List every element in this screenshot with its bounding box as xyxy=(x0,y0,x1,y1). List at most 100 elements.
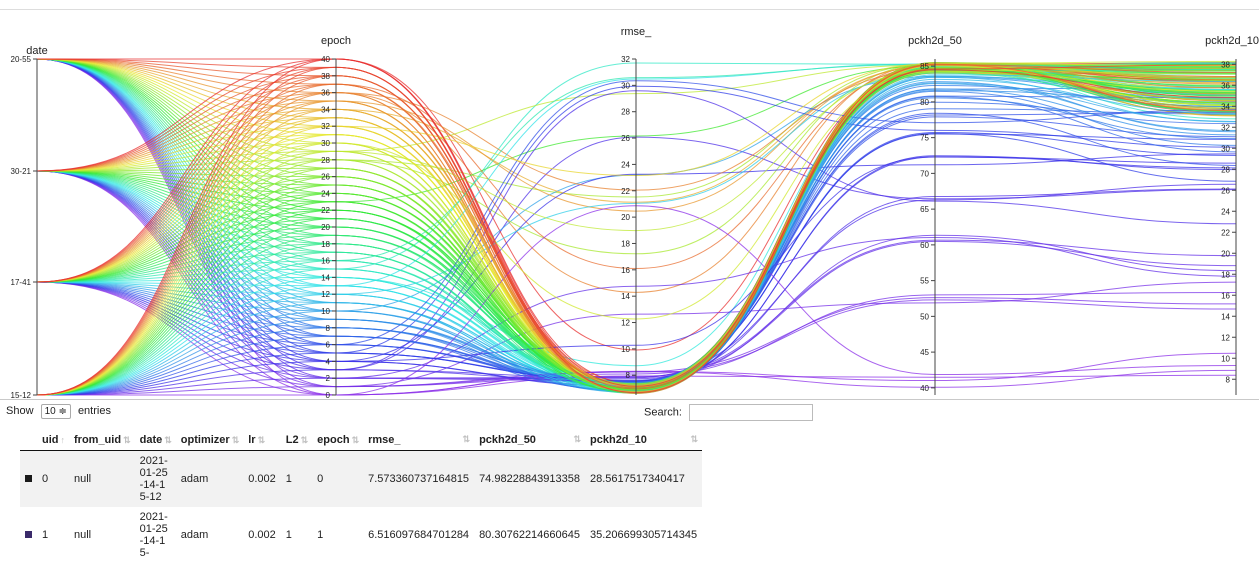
tick-label: 36 xyxy=(321,89,330,98)
tick-label: 2 xyxy=(326,374,331,383)
tick-label: 30-21 xyxy=(11,167,32,176)
top-border xyxy=(0,9,1259,10)
series-line xyxy=(36,156,1237,396)
tick-label: 14 xyxy=(1221,312,1230,321)
cell-from-uid: null xyxy=(69,450,135,507)
tick-label: 12 xyxy=(321,290,330,299)
search-label: Search: xyxy=(644,406,682,419)
tick-label: 24 xyxy=(321,189,330,198)
tick-label: 20 xyxy=(621,213,630,222)
tick-label: 85 xyxy=(920,62,929,71)
tick-label: 70 xyxy=(920,169,929,178)
tick-label: 60 xyxy=(920,241,929,250)
tick-label: 28 xyxy=(321,156,330,165)
cell-rmse: 6.516097684701284 xyxy=(363,507,475,563)
tick-label: 24 xyxy=(1221,207,1230,216)
col-l2-label: L2 xyxy=(285,434,299,446)
col-select xyxy=(20,430,37,451)
tick-label: 34 xyxy=(1221,102,1230,111)
search-input[interactable] xyxy=(688,404,813,421)
tick-label: 65 xyxy=(920,205,929,214)
series-line xyxy=(36,63,1237,396)
tick-label: 30 xyxy=(321,139,330,148)
series-line xyxy=(36,133,1237,396)
table-header-row: uid ↑ from_uid ⇅ date ⇅ optimizer ⇅ lr ⇅ L2 ⇅ … xyxy=(20,430,703,451)
axis-rmse[interactable]: rmse_ 8 10 12 14 16 18 20 22 24 26 28 30 32 xyxy=(621,26,652,395)
cell-lr: 0.002 xyxy=(243,507,281,563)
series-line xyxy=(36,74,1237,396)
tick-label: 30 xyxy=(621,81,630,90)
axis-title: pckh2d_10 xyxy=(1205,35,1259,47)
col-l2[interactable]: L2 ⇅ xyxy=(280,430,313,451)
col-from-uid-label: from_uid xyxy=(74,434,122,446)
series-color-swatch xyxy=(25,475,32,482)
tick-label: 10 xyxy=(621,345,630,354)
sort-icon: ⇅ xyxy=(231,435,240,445)
tick-label: 12 xyxy=(621,319,630,328)
table-row[interactable]: 1 null 2021-01-25-14-15- adam 0.002 1 1 … xyxy=(20,507,703,563)
sort-icon: ⇅ xyxy=(573,434,582,444)
sort-icon: ⇅ xyxy=(123,435,131,445)
axis-title: rmse_ xyxy=(621,26,652,38)
table-row[interactable]: 0 null 2021-01-25-14-15-12 adam 0.002 1 … xyxy=(20,450,703,507)
tick-label: 40 xyxy=(321,55,330,64)
col-uid[interactable]: uid ↑ xyxy=(37,430,69,451)
tick-label: 4 xyxy=(326,357,331,366)
tick-label: 24 xyxy=(621,160,630,169)
col-pckh2d-10-label: pckh2d_10 xyxy=(590,434,647,446)
tick-label: 15-12 xyxy=(11,391,32,400)
tick-label: 30 xyxy=(1221,144,1230,153)
cell-uid: 0 xyxy=(37,450,69,507)
col-epoch[interactable]: epoch ⇅ xyxy=(312,430,364,451)
cell-l2: 1 xyxy=(280,450,313,507)
tick-label: 16 xyxy=(1221,291,1230,300)
axis-pckh2d10[interactable]: pckh2d_10 8 10 12 14 16 18 20 22 24 26 28 30 32 34 36 38 xyxy=(1205,35,1259,395)
parallel-coordinates-plot[interactable]: date20-5530-2117-4115-12epoch02468101214… xyxy=(0,0,1259,400)
tick-label: 18 xyxy=(621,239,630,248)
cell-pckh2d-50: 74.98228843913358 xyxy=(474,450,586,507)
col-uid-label: uid xyxy=(42,434,59,446)
tick-label: 55 xyxy=(920,277,929,286)
tick-label: 10 xyxy=(1221,354,1230,363)
col-pckh2d-10[interactable]: pckh2d_10 ⇅ xyxy=(585,430,703,451)
tick-label: 38 xyxy=(321,72,330,81)
cell-lr: 0.002 xyxy=(243,450,281,507)
tick-label: 26 xyxy=(621,134,630,143)
series-line xyxy=(36,81,1237,396)
series-line xyxy=(36,90,1237,371)
col-date[interactable]: date ⇅ xyxy=(134,430,176,451)
sort-icon: ⇅ xyxy=(164,435,172,445)
row-color-cell xyxy=(20,507,37,563)
cell-epoch: 0 xyxy=(312,450,364,507)
sort-icon: ⇅ xyxy=(351,435,360,445)
axis-epoch[interactable]: epoch02468101214161820222426283032343638… xyxy=(321,35,351,400)
col-from-uid[interactable]: from_uid ⇅ xyxy=(69,430,135,451)
tick-label: 40 xyxy=(920,384,929,393)
tick-label: 26 xyxy=(1221,186,1230,195)
axis-pckh2d50[interactable]: pckh2d_50 40 45 50 55 60 65 70 75 80 85 xyxy=(908,35,962,395)
series-line xyxy=(36,58,1237,396)
cell-rmse: 7.573360737164815 xyxy=(363,450,475,507)
tick-label: 34 xyxy=(321,105,330,114)
tick-label: 18 xyxy=(1221,270,1230,279)
tick-label: 75 xyxy=(920,134,929,143)
tick-label: 32 xyxy=(1221,123,1230,132)
axis-title: date xyxy=(26,45,47,57)
col-rmse-label: rmse_ xyxy=(368,434,401,446)
col-optimizer[interactable]: optimizer ⇅ xyxy=(175,430,244,451)
series-line xyxy=(36,64,1237,396)
cell-pckh2d-50: 80.30762214660645 xyxy=(474,507,586,563)
sort-icon: ⇅ xyxy=(257,435,266,445)
tick-label: 22 xyxy=(321,206,330,215)
entries-select[interactable]: 10 ≑ xyxy=(40,404,71,419)
cell-date: 2021-01-25-14-15- xyxy=(134,507,176,563)
tick-label: 0 xyxy=(326,391,331,400)
tick-label: 50 xyxy=(920,312,929,321)
cell-optimizer: adam xyxy=(175,507,244,563)
col-pckh2d-50[interactable]: pckh2d_50 ⇅ xyxy=(474,430,586,451)
col-lr[interactable]: lr ⇅ xyxy=(243,430,281,451)
cell-date: 2021-01-25-14-15-12 xyxy=(134,450,176,507)
tick-label: 20-55 xyxy=(11,55,32,64)
col-rmse[interactable]: rmse_ ⇅ xyxy=(363,430,475,451)
